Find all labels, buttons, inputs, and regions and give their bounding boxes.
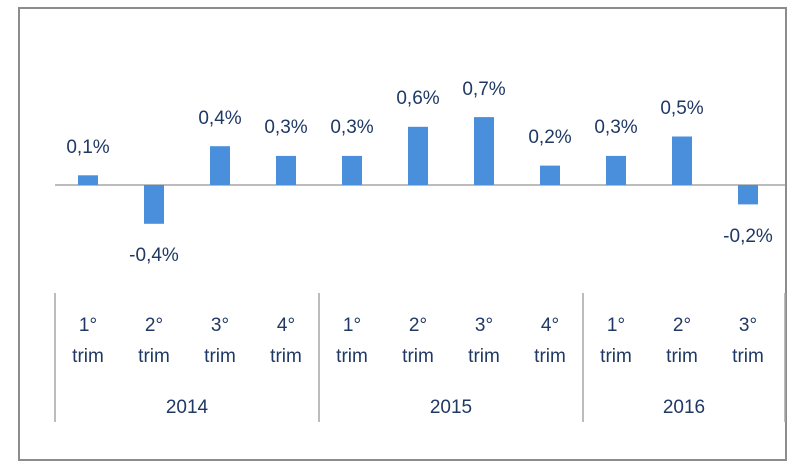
data-label: 0,7% xyxy=(462,78,506,100)
data-label: 0,3% xyxy=(330,117,374,139)
x-tick-label: 1° trim xyxy=(336,315,368,367)
group-label: 2014 xyxy=(165,396,209,418)
data-label: 0,4% xyxy=(198,107,242,129)
bar xyxy=(210,146,230,185)
chart-frame xyxy=(18,7,787,461)
data-label: -0,2% xyxy=(723,225,773,247)
x-tick-label: 2° trim xyxy=(666,315,698,367)
bar xyxy=(738,185,758,205)
data-label: 0,5% xyxy=(660,98,704,119)
data-label: 0,3% xyxy=(594,117,638,139)
x-tick-label: 1° trim xyxy=(72,315,104,367)
data-label: 0,3% xyxy=(264,117,308,139)
x-tick-label: 4° trim xyxy=(534,315,566,367)
bar xyxy=(144,185,164,224)
group-label: 2016 xyxy=(662,396,706,418)
x-tick-label: 2° trim xyxy=(138,315,170,367)
x-tick-label: 1° trim xyxy=(600,315,632,367)
data-label: 0,6% xyxy=(396,88,440,110)
bar xyxy=(276,155,296,185)
x-tick-label: 3° trim xyxy=(732,315,764,367)
bar xyxy=(672,136,692,185)
bar xyxy=(408,126,428,185)
group-label: 2015 xyxy=(429,396,473,418)
x-tick-label: 3° trim xyxy=(204,315,236,367)
data-label: -0,4% xyxy=(129,245,179,267)
bar xyxy=(78,175,98,185)
x-tick-label: 3° trim xyxy=(468,315,500,367)
bar xyxy=(474,117,494,185)
data-label: 0,2% xyxy=(528,127,572,149)
data-label: 0,1% xyxy=(66,136,110,158)
bar xyxy=(342,155,362,185)
x-tick-label: 2° trim xyxy=(402,315,434,367)
bar xyxy=(606,155,626,185)
bar xyxy=(540,165,560,185)
x-tick-label: 4° trim xyxy=(270,315,302,367)
